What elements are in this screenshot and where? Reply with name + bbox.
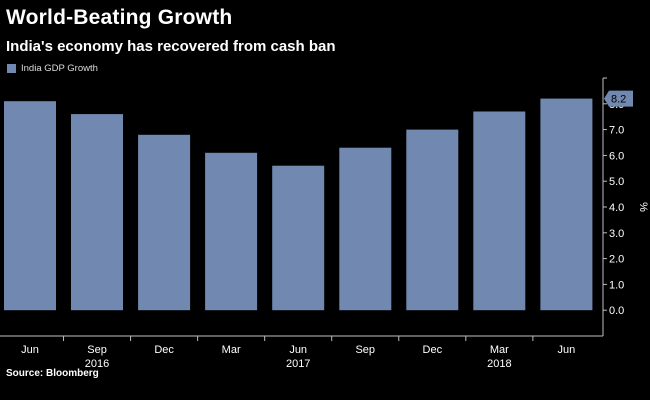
- bar: [205, 152, 258, 311]
- y-tick-label: 6.0: [609, 150, 624, 162]
- y-tick-label: 5.0: [609, 176, 624, 188]
- bar: [138, 134, 191, 311]
- source-note: Source: Bloomberg: [6, 368, 99, 379]
- x-tick-label: Jun: [289, 344, 307, 356]
- bar: [339, 147, 392, 311]
- x-tick-label: Dec: [423, 344, 443, 356]
- y-tick-label: 4.0: [609, 202, 624, 214]
- x-year-label: 2018: [487, 358, 511, 370]
- x-year-label: 2017: [286, 358, 310, 370]
- bar: [540, 98, 593, 311]
- x-tick-label: Sep: [355, 344, 375, 356]
- bar: [71, 114, 123, 311]
- last-value-label: 8.2: [611, 94, 626, 106]
- last-value-flag: [604, 90, 633, 107]
- legend-label: India GDP Growth: [21, 63, 98, 74]
- y-tick-label: 1.0: [609, 279, 624, 291]
- bar: [4, 101, 56, 311]
- x-year-label: 2016: [85, 358, 109, 370]
- x-tick-label: Mar: [490, 344, 509, 356]
- chart-subtitle: India's economy has recovered from cash …: [6, 38, 336, 55]
- chart-title: World-Beating Growth: [6, 6, 233, 29]
- legend-swatch: [7, 64, 16, 73]
- bar: [473, 111, 526, 311]
- bar: [272, 165, 325, 311]
- legend: India GDP Growth: [7, 63, 98, 74]
- y-axis-label: %: [637, 202, 649, 212]
- y-tick-label: 2.0: [609, 254, 624, 266]
- y-tick-label: 7.0: [609, 125, 624, 137]
- y-tick-label: 0.0: [609, 305, 624, 317]
- x-tick-label: Sep: [87, 344, 107, 356]
- x-tick-label: Mar: [222, 344, 241, 356]
- y-tick-label: 3.0: [609, 228, 624, 240]
- x-tick-label: Jun: [558, 344, 576, 356]
- bar: [406, 129, 459, 311]
- x-tick-label: Jun: [21, 344, 39, 356]
- x-tick-label: Dec: [154, 344, 174, 356]
